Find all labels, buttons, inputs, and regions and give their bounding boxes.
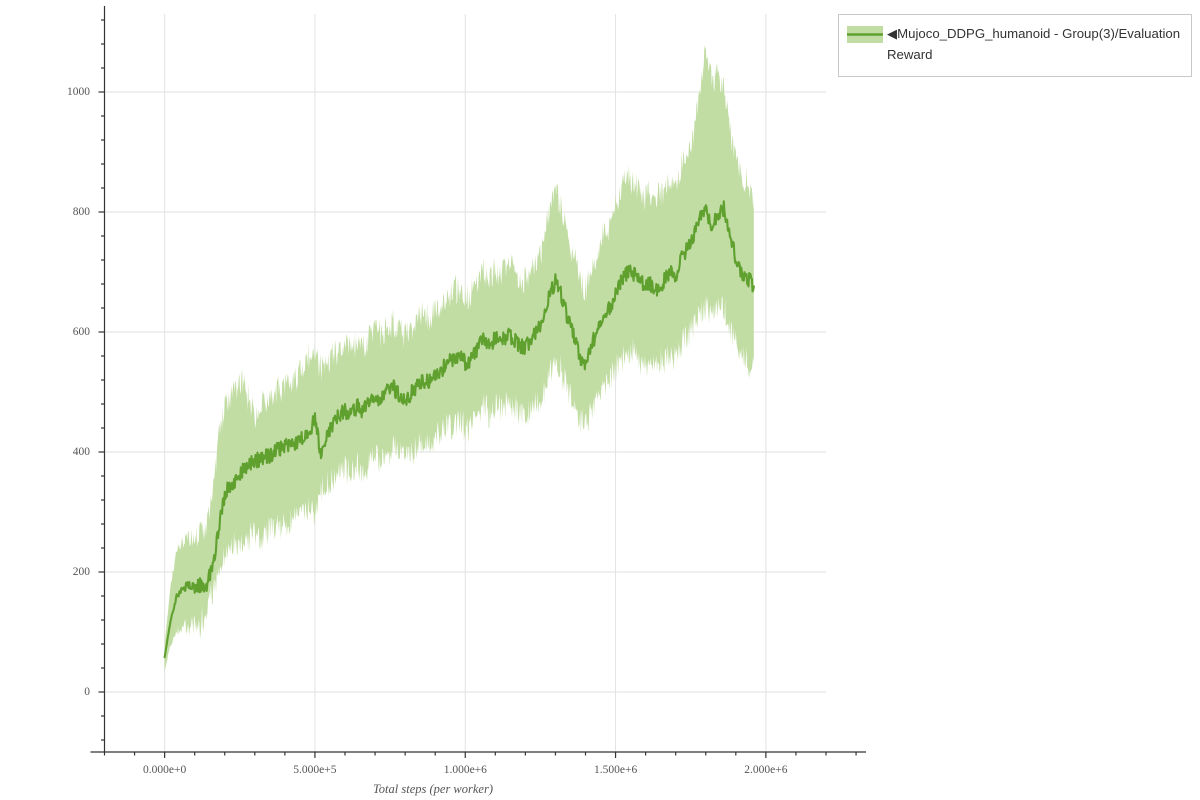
legend-entry[interactable]: ◀Mujoco_DDPG_humanoid - Group(3)/Evaluat… bbox=[847, 23, 1185, 65]
legend[interactable]: ◀Mujoco_DDPG_humanoid - Group(3)/Evaluat… bbox=[838, 14, 1192, 77]
y-tick-label: 1000 bbox=[67, 86, 90, 98]
y-tick-label: 600 bbox=[72, 326, 90, 338]
x-tick-label: 1.000e+6 bbox=[443, 764, 487, 776]
x-tick-label: 2.000e+6 bbox=[744, 764, 788, 776]
y-tick-label: 400 bbox=[72, 446, 90, 458]
x-tick-label: 0.000e+0 bbox=[142, 764, 187, 776]
y-tick-label: 0 bbox=[84, 686, 90, 698]
y-tick-label: 200 bbox=[72, 566, 90, 578]
axis-spines-and-ticks bbox=[90, 6, 866, 758]
x-tick-label: 1.500e+6 bbox=[593, 764, 638, 776]
uncertainty-band bbox=[164, 44, 754, 671]
series-line bbox=[163, 200, 755, 659]
y-tick-label: 800 bbox=[72, 206, 90, 218]
legend-swatch-icon bbox=[847, 26, 883, 43]
x-tick-label: 5.000e+5 bbox=[293, 764, 337, 776]
legend-entry-label: ◀Mujoco_DDPG_humanoid - Group(3)/Evaluat… bbox=[887, 26, 1181, 62]
x-axis-title: Total steps (per worker) bbox=[372, 782, 494, 796]
